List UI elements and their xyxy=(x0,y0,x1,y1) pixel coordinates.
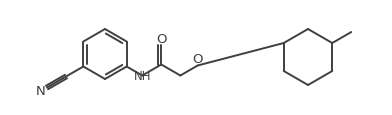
Text: O: O xyxy=(192,53,203,65)
Text: O: O xyxy=(156,33,167,46)
Text: NH: NH xyxy=(134,69,151,82)
Text: N: N xyxy=(36,85,46,98)
